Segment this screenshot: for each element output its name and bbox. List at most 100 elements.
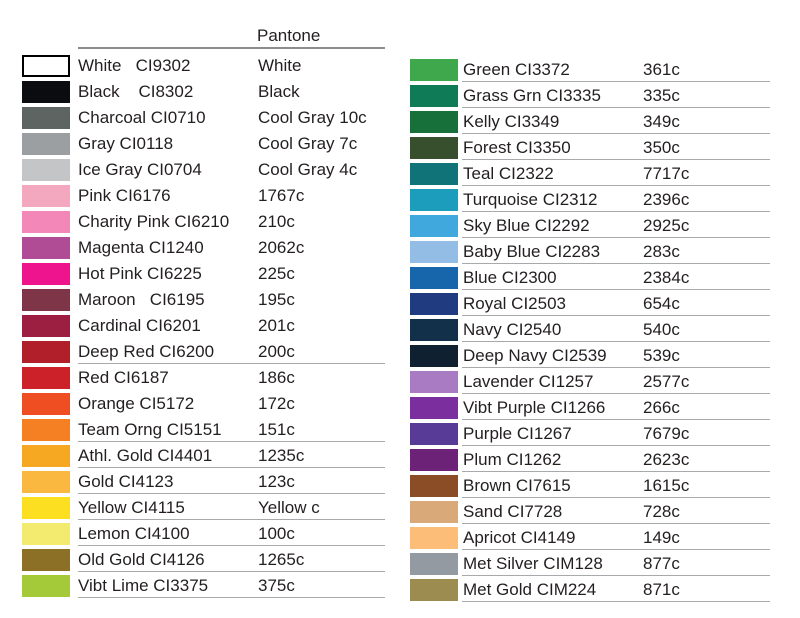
color-row: Gold CI4123 123c — [22, 471, 385, 497]
color-row: Hot Pink CI6225 225c — [22, 263, 385, 289]
color-name-label: Sand CI7728 — [463, 502, 563, 521]
color-row-text: Vibt Lime CI3375 375c — [78, 575, 385, 597]
color-name-label: Lemon CI4100 — [78, 524, 190, 543]
color-row: Deep Red CI6200 200c — [22, 341, 385, 367]
color-row-text: Forest CI3350 350c — [463, 137, 771, 159]
color-swatch — [410, 475, 458, 497]
pantone-value: 186c — [258, 368, 295, 387]
color-swatch — [22, 445, 70, 467]
color-swatch — [22, 549, 70, 571]
color-swatch — [410, 111, 458, 133]
color-row: Met Gold CIM224 871c — [410, 579, 771, 605]
color-swatch — [22, 107, 70, 129]
pantone-value: 201c — [258, 316, 295, 335]
color-row-text: Orange CI5172 172c — [78, 393, 385, 415]
color-name-label: Charity Pink CI6210 — [78, 212, 230, 231]
color-row: Apricot CI4149 149c — [410, 527, 771, 553]
color-row-text: Team Orng CI5151 151c — [78, 419, 385, 441]
color-swatch — [410, 527, 458, 549]
pantone-value: 2623c — [643, 450, 690, 469]
color-row: Sky Blue CI2292 2925c — [410, 215, 771, 241]
color-swatch — [410, 59, 458, 81]
color-row-text: Kelly CI3349 349c — [463, 111, 771, 133]
color-swatch — [22, 263, 70, 285]
color-name-label: Kelly CI3349 — [463, 112, 560, 131]
color-row: Red CI6187 186c — [22, 367, 385, 393]
color-row-text: Ice Gray CI0704 Cool Gray 4c — [78, 159, 385, 181]
color-row-text: Green CI3372 361c — [463, 59, 771, 81]
pantone-value: 877c — [643, 554, 680, 573]
pantone-value: 100c — [258, 524, 295, 543]
color-row: Gray CI0118 Cool Gray 7c — [22, 133, 385, 159]
pantone-value: 2384c — [643, 268, 690, 287]
pantone-value: 7679c — [643, 424, 690, 443]
color-name-label: Lavender CI1257 — [463, 372, 594, 391]
color-row: Brown CI7615 1615c — [410, 475, 771, 501]
color-name-label: Apricot CI4149 — [463, 528, 576, 547]
color-row: Charity Pink CI6210 210c — [22, 211, 385, 237]
pantone-value: 2577c — [643, 372, 690, 391]
color-swatch — [410, 319, 458, 341]
pantone-value: Cool Gray 4c — [258, 160, 358, 179]
color-row-text: Turquoise CI2312 2396c — [463, 189, 771, 211]
color-row-text: Sky Blue CI2292 2925c — [463, 215, 771, 237]
color-row: Orange CI5172 172c — [22, 393, 385, 419]
color-row-text: Yellow CI4115 Yellow c — [78, 497, 385, 519]
color-swatch — [410, 423, 458, 445]
color-row-text: Teal CI2322 7717c — [463, 163, 771, 185]
pantone-value: 871c — [643, 580, 680, 599]
color-row-text: Apricot CI4149 149c — [463, 527, 771, 549]
color-row-text: Blue CI2300 2384c — [463, 267, 771, 289]
color-row: Baby Blue CI2283 283c — [410, 241, 771, 267]
pantone-value: 151c — [258, 420, 295, 439]
color-name-label: Black CI8302 — [78, 82, 194, 101]
color-name-label: Gray CI0118 — [78, 134, 174, 153]
color-swatch — [410, 345, 458, 367]
color-row: Lavender CI1257 2577c — [410, 371, 771, 397]
color-row-text: Deep Navy CI2539 539c — [463, 345, 771, 367]
color-swatch — [22, 367, 70, 389]
color-name-label: Baby Blue CI2283 — [463, 242, 601, 261]
color-swatch — [22, 81, 70, 103]
color-name-label: Team Orng CI5151 — [78, 420, 222, 439]
color-swatch — [22, 341, 70, 363]
color-swatch — [410, 293, 458, 315]
pantone-value: Cool Gray 10c — [258, 108, 367, 127]
color-row-text: Lemon CI4100 100c — [78, 523, 385, 545]
color-name-label: Hot Pink CI6225 — [78, 264, 202, 283]
color-swatch — [22, 289, 70, 311]
color-swatch — [22, 471, 70, 493]
color-swatch — [22, 55, 70, 77]
pantone-value: Yellow c — [258, 498, 320, 517]
color-row: Old Gold CI4126 1265c — [22, 549, 385, 575]
color-name-label: Navy CI2540 — [463, 320, 562, 339]
color-row: Athl. Gold CI4401 1235c — [22, 445, 385, 471]
color-row: Royal CI2503 654c — [410, 293, 771, 319]
pantone-value: 540c — [643, 320, 680, 339]
color-row-text: Grass Grn CI3335 335c — [463, 85, 771, 107]
color-name-label: Orange CI5172 — [78, 394, 195, 413]
color-row: Green CI3372 361c — [410, 59, 771, 85]
color-row-text: Sand CI7728 728c — [463, 501, 771, 523]
pantone-value: Cool Gray 7c — [258, 134, 358, 153]
pantone-value: 2396c — [643, 190, 690, 209]
color-name-label: Royal CI2503 — [463, 294, 567, 313]
color-name-label: Ice Gray CI0704 — [78, 160, 202, 179]
color-swatch — [22, 159, 70, 181]
pantone-value: 1265c — [258, 550, 305, 569]
color-row: Magenta CI1240 2062c — [22, 237, 385, 263]
color-row: Yellow CI4115 Yellow c — [22, 497, 385, 523]
color-name-label: Yellow CI4115 — [78, 498, 185, 517]
color-row-text: Charcoal CI0710 Cool Gray 10c — [78, 107, 385, 129]
left-color-column: White CI9302 White Black CI8302 Black Charco… — [22, 55, 385, 601]
color-row-text: Baby Blue CI2283 283c — [463, 241, 771, 263]
pantone-value: 1767c — [258, 186, 305, 205]
color-swatch — [410, 371, 458, 393]
color-swatch — [22, 575, 70, 597]
color-row-text: Black CI8302 Black — [78, 81, 385, 103]
pantone-value: 335c — [643, 86, 680, 105]
pantone-value: 361c — [643, 60, 680, 79]
pantone-value: 728c — [643, 502, 680, 521]
color-row-text: Gray CI0118 Cool Gray 7c — [78, 133, 385, 155]
